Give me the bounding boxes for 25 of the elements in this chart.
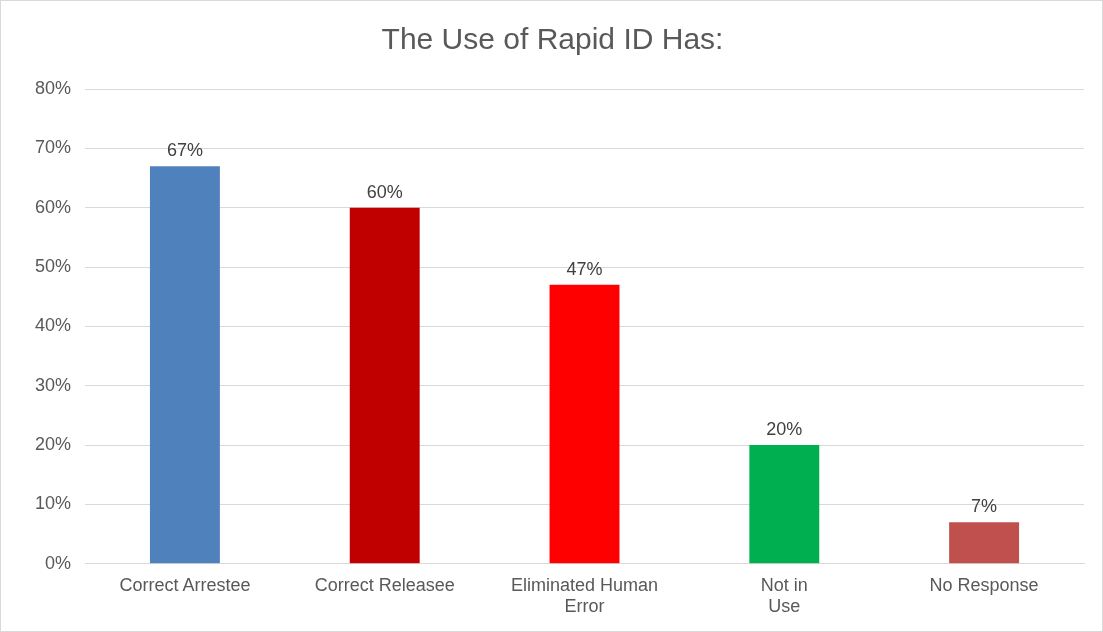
bar [349,207,420,564]
bar [149,166,220,564]
x-tick-label: Eliminated Human Error [510,574,659,617]
y-tick-label: 60% [35,196,72,217]
data-label: 20% [766,419,803,440]
y-tick-label: 10% [35,493,72,514]
bar [549,284,620,564]
y-tick-label: 50% [35,256,72,277]
y-tick-label: 80% [35,77,72,98]
x-tick-label: Correct Releasee [314,574,455,595]
y-tick-label: 40% [35,315,72,336]
y-tick-label: 20% [35,434,72,455]
y-tick-label: 70% [35,137,72,158]
chart-title: The Use of Rapid ID Has: [381,22,724,56]
data-label: 7% [971,496,998,517]
y-tick-label: 30% [35,374,72,395]
y-tick-label: 0% [45,552,72,573]
bar [949,522,1020,564]
data-label: 67% [166,140,203,161]
bar [749,445,820,564]
x-tick-label: Correct Arrestee [119,574,251,595]
data-label: 60% [366,181,403,202]
data-label: 47% [566,258,603,279]
x-tick-label: No Response [929,574,1039,595]
x-tick-label: Not in Use [760,574,808,617]
